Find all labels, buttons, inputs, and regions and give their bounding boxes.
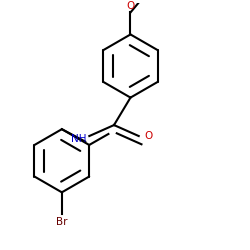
Text: NH: NH xyxy=(70,134,86,144)
Text: O: O xyxy=(126,0,134,10)
Text: Br: Br xyxy=(56,217,68,227)
Text: O: O xyxy=(144,131,152,141)
